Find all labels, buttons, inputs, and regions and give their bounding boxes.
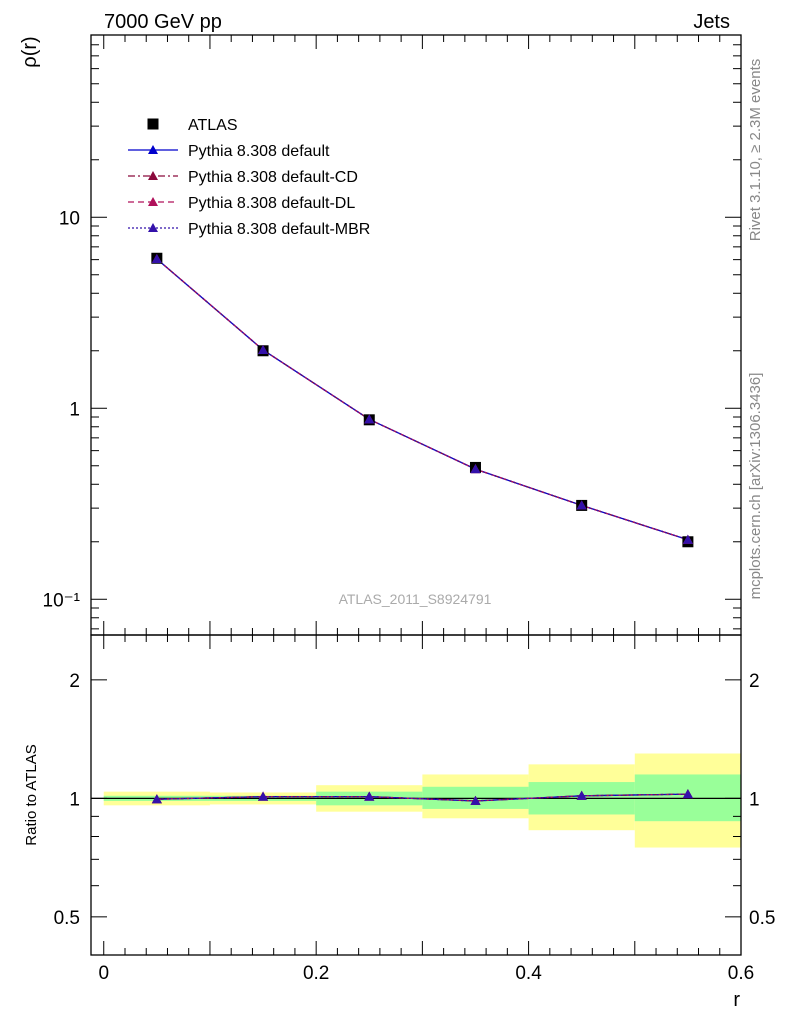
main-series-line — [156, 258, 689, 541]
mc-data-point — [682, 534, 693, 544]
header-right-label: Jets — [693, 11, 730, 33]
legend-square-marker — [147, 118, 159, 130]
x-tick-label: 0.6 — [728, 963, 754, 984]
ratio-y-tick-label-right: 2 — [749, 671, 760, 692]
ratio-y-tick-label-left: 0.5 — [54, 908, 80, 929]
legend-label: Pythia 8.308 default — [188, 143, 330, 160]
main-y-tick-label: 1 — [69, 399, 80, 420]
main-series-line — [156, 258, 689, 541]
ratio-y-tick-label-left: 2 — [69, 671, 80, 692]
main-ylabel: ρ(r) — [19, 36, 41, 67]
x-tick-label: 0.4 — [515, 963, 542, 984]
legend-label: ATLAS — [188, 117, 238, 134]
ratio-data-point — [151, 794, 162, 804]
legend: ATLAS Pythia 8.308 default Pythia 8.308 de… — [128, 117, 370, 238]
main-series-line — [156, 258, 689, 541]
legend-triangle-marker — [148, 197, 158, 206]
mc-data-point — [151, 253, 162, 263]
main-y-tick-label: 10 — [59, 208, 80, 229]
ratio-data-point — [682, 789, 693, 799]
x-tick-label: 0 — [98, 963, 109, 984]
legend-label: Pythia 8.308 default-DL — [188, 195, 355, 212]
legend-entry: ATLAS — [147, 117, 238, 134]
ratio-series-layer — [151, 789, 693, 805]
main-series-line — [156, 258, 689, 541]
ratio-series-line — [156, 793, 688, 802]
source-side-label: mcplots.cern.ch [arXiv:1306.3436] — [747, 373, 764, 600]
ratio-y-tick-label-right: 0.5 — [749, 908, 775, 929]
legend-entry: Pythia 8.308 default — [128, 143, 330, 160]
main-y-tick-label: 10⁻¹ — [43, 590, 81, 611]
ratio-ylabel: Ratio to ATLAS — [23, 744, 40, 845]
mc-data-point — [364, 414, 375, 424]
ratio-panel-frame — [90, 634, 742, 956]
legend-triangle-marker — [148, 171, 158, 180]
legend-entry: Pythia 8.308 default-MBR — [128, 221, 370, 238]
header-left-label: 7000 GeV pp — [104, 11, 222, 33]
legend-entry: Pythia 8.308 default-CD — [128, 169, 358, 186]
analysis-watermark: ATLAS_2011_S8924791 — [339, 591, 492, 607]
ratio-bands-layer — [91, 753, 741, 848]
legend-triangle-marker — [148, 145, 158, 154]
x-axis-label: r — [733, 989, 740, 1011]
ratio-data-point — [258, 791, 269, 801]
mc-data-point — [258, 344, 269, 354]
legend-label: Pythia 8.308 default-MBR — [188, 221, 370, 238]
legend-label: Pythia 8.308 default-CD — [188, 169, 358, 186]
legend-triangle-marker — [148, 223, 158, 232]
mc-data-point — [576, 500, 587, 510]
main-series-layer — [151, 252, 694, 548]
ratio-y-tick-label-right: 1 — [749, 789, 760, 810]
ratio-data-point — [576, 790, 587, 800]
ratio-data-point — [364, 791, 375, 801]
axis-ticks — [91, 34, 742, 956]
x-tick-label: 0.2 — [303, 963, 329, 984]
legend-entry: Pythia 8.308 default-DL — [128, 195, 355, 212]
rivet-side-label: Rivet 3.1.10, ≥ 2.3M events — [747, 59, 764, 242]
ratio-y-tick-label-left: 1 — [69, 789, 80, 810]
ratio-data-point — [470, 795, 481, 805]
mc-data-point — [470, 464, 481, 474]
tick-labels: 10⁻¹ 1 10 0.5 0.5 1 1 2 2 0 0.2 0.4 0.6 — [43, 208, 776, 984]
panel-frames — [90, 34, 742, 956]
